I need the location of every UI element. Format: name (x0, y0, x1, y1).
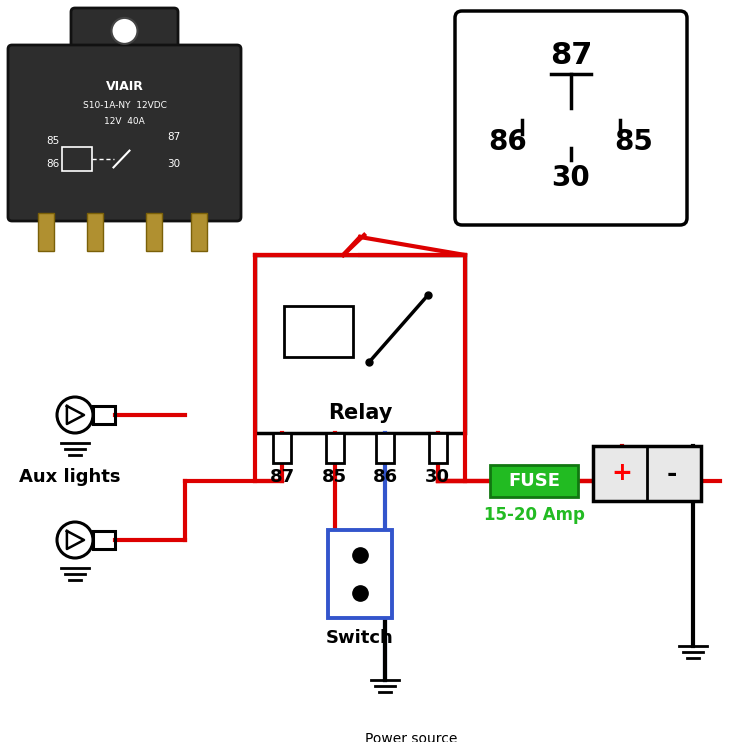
Text: 86: 86 (372, 468, 397, 486)
Text: 87: 87 (269, 468, 295, 486)
Text: 85: 85 (46, 136, 59, 146)
Text: 30: 30 (167, 159, 180, 169)
Bar (326, 433, 344, 463)
FancyBboxPatch shape (455, 11, 687, 225)
Text: 12V  40A: 12V 40A (104, 116, 145, 125)
Text: Switch: Switch (326, 629, 394, 647)
Bar (93, 531, 115, 549)
Text: +: + (612, 462, 633, 485)
Bar (328, 530, 392, 618)
Text: -: - (667, 462, 677, 485)
Bar (88, 213, 103, 251)
Circle shape (111, 18, 138, 44)
Bar (273, 433, 291, 463)
Text: 15-20 Amp: 15-20 Amp (484, 506, 584, 524)
Text: 86: 86 (489, 128, 528, 156)
Text: 85: 85 (322, 468, 347, 486)
Text: Power source
- battery
- low-beam
- head-beam: Power source - battery - low-beam - head… (365, 732, 457, 742)
Text: 87: 87 (167, 132, 180, 142)
Text: 87: 87 (550, 42, 592, 70)
Bar (255, 255, 465, 433)
Text: 86: 86 (46, 159, 59, 169)
Text: 30: 30 (425, 468, 450, 486)
Text: Aux lights: Aux lights (19, 468, 121, 487)
Text: VIAIR: VIAIR (105, 80, 144, 93)
Bar (146, 213, 162, 251)
Text: FUSE: FUSE (508, 472, 560, 490)
Text: Relay: Relay (328, 403, 392, 423)
Text: 30: 30 (551, 164, 590, 192)
Bar (428, 433, 447, 463)
Bar (284, 306, 353, 358)
Bar (191, 213, 207, 251)
Bar (62, 147, 91, 171)
Text: 85: 85 (615, 128, 654, 156)
Bar (593, 446, 701, 501)
Bar (93, 406, 115, 424)
FancyBboxPatch shape (8, 45, 241, 221)
Text: S10-1A-NY  12VDC: S10-1A-NY 12VDC (82, 100, 166, 110)
FancyBboxPatch shape (71, 8, 178, 58)
Bar (38, 213, 54, 251)
Bar (376, 433, 394, 463)
Bar (490, 465, 578, 497)
